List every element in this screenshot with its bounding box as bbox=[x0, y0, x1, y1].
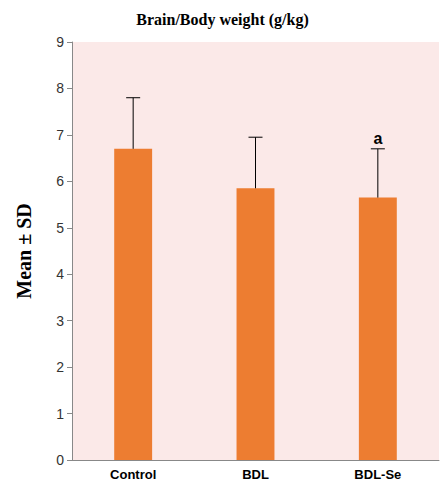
svg-text:1: 1 bbox=[56, 406, 64, 422]
svg-text:Brain/Body weight (g/kg): Brain/Body weight (g/kg) bbox=[136, 11, 308, 29]
svg-text:4: 4 bbox=[56, 266, 64, 282]
svg-text:9: 9 bbox=[56, 34, 64, 50]
svg-text:Control: Control bbox=[110, 467, 156, 482]
svg-text:5: 5 bbox=[56, 220, 64, 236]
svg-text:BDL-Se: BDL-Se bbox=[354, 467, 401, 482]
svg-text:0: 0 bbox=[56, 452, 64, 468]
svg-text:3: 3 bbox=[56, 313, 64, 329]
svg-text:BDL: BDL bbox=[242, 467, 269, 482]
svg-text:8: 8 bbox=[56, 80, 64, 96]
svg-text:2: 2 bbox=[56, 359, 64, 375]
svg-text:a: a bbox=[373, 130, 382, 147]
svg-text:Mean ± SD: Mean ± SD bbox=[13, 203, 35, 298]
svg-text:6: 6 bbox=[56, 173, 64, 189]
svg-text:7: 7 bbox=[56, 127, 64, 143]
